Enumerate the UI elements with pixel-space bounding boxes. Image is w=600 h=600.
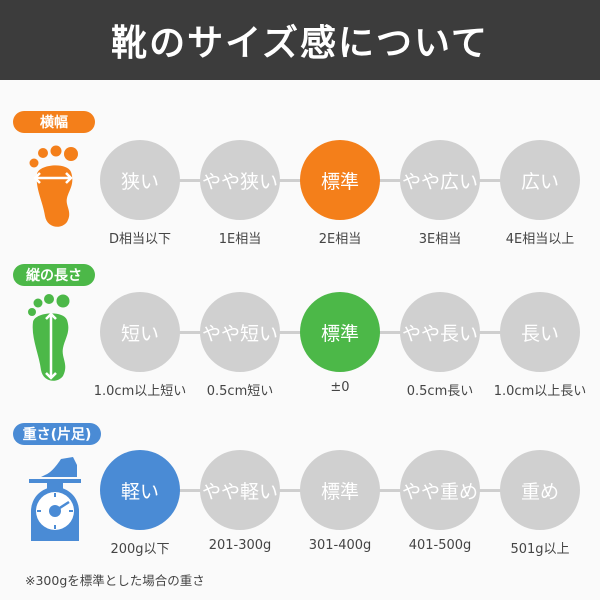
scale-option-caption: 3E相当	[418, 232, 462, 247]
scale-option-circle: やや狭い	[200, 140, 280, 220]
scale-option-circle: 標準	[300, 292, 380, 372]
scale-option-caption: D相当以下	[108, 232, 171, 247]
scale-option-caption: 1.0cm以上長い	[493, 384, 587, 399]
scale-option-caption: 200g以下	[110, 542, 170, 557]
scale-option-caption: ±0	[330, 380, 350, 395]
scale-option-caption: 301-400g	[308, 538, 372, 553]
scale-option-caption: 401-500g	[408, 538, 472, 553]
footnote: ※300gを標準とした場合の重さ	[25, 573, 205, 588]
scale-option-caption: 2E相当	[318, 232, 362, 247]
scale-option-caption: 201-300g	[208, 538, 272, 553]
category-badge: 縦の長さ	[13, 264, 95, 286]
scale-option-circle: 広い	[500, 140, 580, 220]
scale-option-caption: 1.0cm以上短い	[93, 384, 187, 399]
scale-option-circle: 軽い	[100, 450, 180, 530]
scale-option-circle: やや軽い	[200, 450, 280, 530]
scale-option-circle: 短い	[100, 292, 180, 372]
scale-shoe-icon	[29, 457, 81, 541]
scale-option-circle: やや長い	[400, 292, 480, 372]
foot-length-icon	[28, 294, 70, 381]
category-badge: 重さ(片足)	[13, 423, 101, 445]
scale-option-caption: 4E相当以上	[505, 232, 575, 247]
foot-width-icon	[29, 145, 78, 227]
scale-option-caption: 0.5cm長い	[406, 384, 474, 399]
scale-option-circle: 長い	[500, 292, 580, 372]
scale-option-circle: 狭い	[100, 140, 180, 220]
scale-option-caption: 0.5cm短い	[206, 384, 274, 399]
category-badge: 横幅	[13, 111, 95, 133]
scale-option-circle: 重め	[500, 450, 580, 530]
scale-option-circle: 標準	[300, 140, 380, 220]
scale-option-caption: 501g以上	[510, 542, 570, 557]
page-title: 靴のサイズ感について	[0, 0, 600, 80]
scale-option-circle: 標準	[300, 450, 380, 530]
scale-option-circle: やや広い	[400, 140, 480, 220]
scale-option-circle: やや短い	[200, 292, 280, 372]
scale-option-caption: 1E相当	[218, 232, 262, 247]
scale-option-circle: やや重め	[400, 450, 480, 530]
